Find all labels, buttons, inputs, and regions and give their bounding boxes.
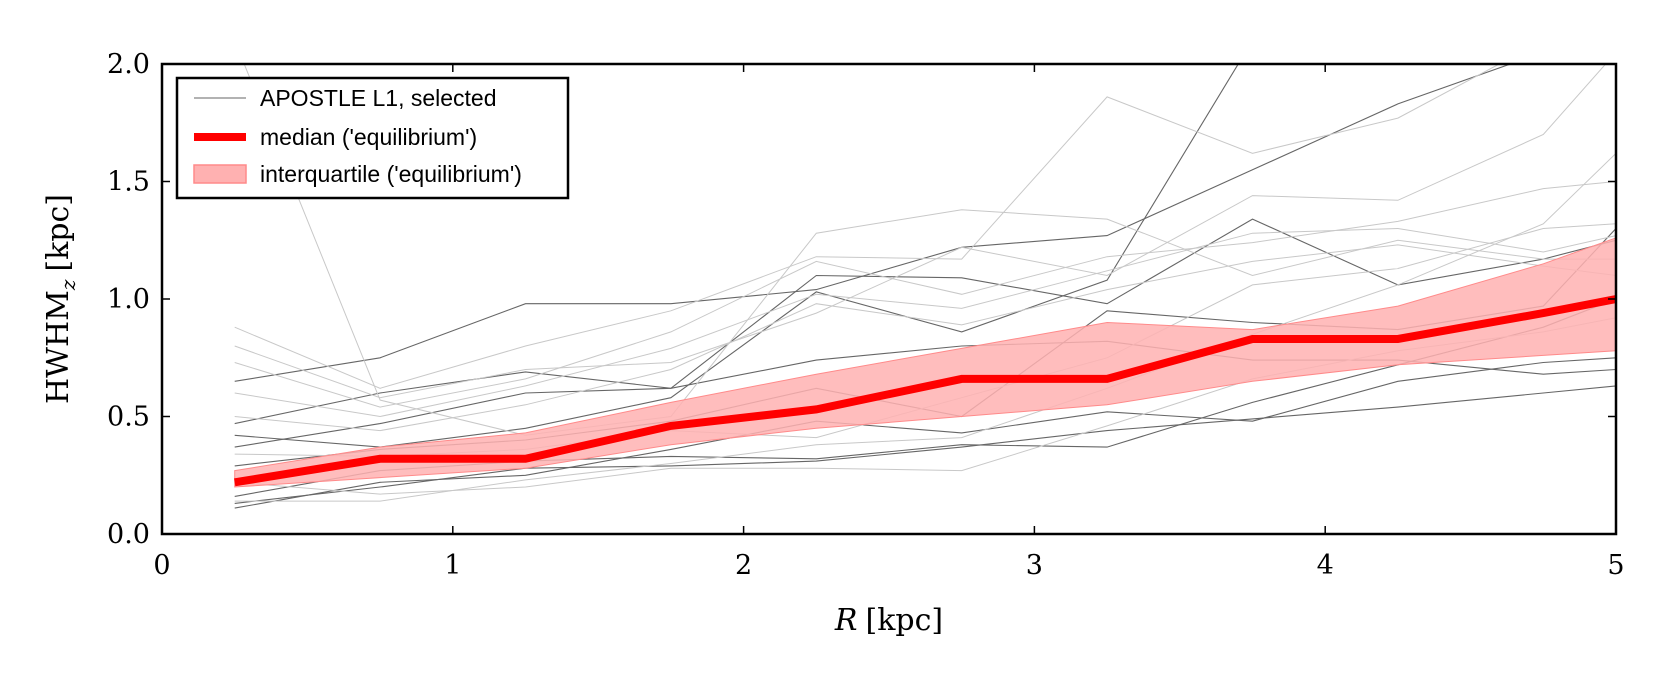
x-tick-label: 1 <box>444 550 461 581</box>
x-tick-label: 2 <box>735 550 752 581</box>
legend-entry-band: interquartile ('equilibrium') <box>260 161 522 187</box>
simulation-line-3 <box>234 64 1239 448</box>
x-tick-label: 4 <box>1317 550 1334 581</box>
simulation-line-11 <box>234 64 1607 399</box>
legend-entry-sim: APOSTLE L1, selected <box>260 85 497 111</box>
simulation-line-12 <box>234 181 1616 408</box>
interquartile-band <box>234 237 1616 488</box>
simulation-line-4 <box>234 340 1616 448</box>
simulation-line-17 <box>234 152 1616 502</box>
x-axis: 0 1 2 3 4 5 <box>153 64 1625 581</box>
legend-band-swatch <box>193 164 247 184</box>
y-axis-label: HWHMz[kpc] <box>41 194 80 404</box>
legend-entry-median: median ('equilibrium') <box>260 124 477 150</box>
simulation-line-10 <box>234 64 1501 389</box>
simulation-line-13 <box>234 227 1616 418</box>
y-tick-label: 2.0 <box>107 49 150 80</box>
x-axis-label: R [kpc] <box>834 603 943 638</box>
x-tick-label: 5 <box>1607 550 1624 581</box>
y-tick-label: 1.0 <box>107 284 150 315</box>
y-tick-label: 1.5 <box>107 167 150 198</box>
y-tick-label: 0.5 <box>107 402 150 433</box>
simulation-line-7 <box>234 385 1616 504</box>
median-line <box>234 295 1616 487</box>
y-axis: 0.0 0.5 1.0 1.5 2.0 <box>107 49 1616 550</box>
simulation-line-8 <box>234 357 1616 509</box>
simulation-line-9 <box>243 64 1616 436</box>
x-tick-label: 0 <box>153 550 170 581</box>
legend: APOSTLE L1, selected median ('equilibriu… <box>175 76 570 200</box>
simulation-lines <box>234 64 1616 509</box>
simulation-line-14 <box>234 244 1616 432</box>
x-tick-label: 3 <box>1026 550 1043 581</box>
y-tick-label: 0.0 <box>107 519 150 550</box>
